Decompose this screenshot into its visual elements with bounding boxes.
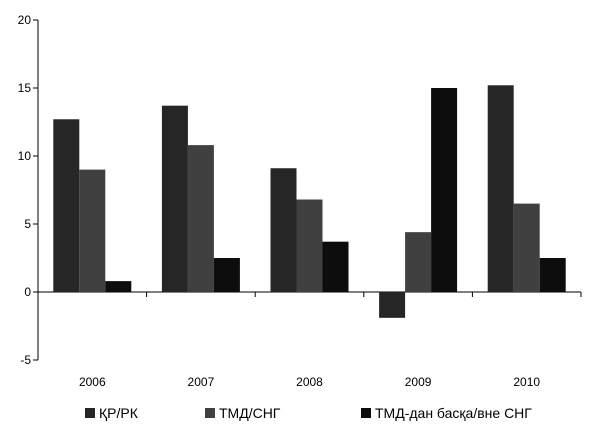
bar-2007-series-1 (162, 106, 188, 292)
bar-2010-series-2 (514, 204, 540, 292)
bar-2007-series-3 (214, 258, 240, 292)
legend-swatch (205, 408, 215, 418)
y-tick-labels: -5 0 5 10 15 20 (18, 13, 32, 367)
bar-2006-series-1 (53, 119, 79, 292)
bars (53, 85, 565, 318)
bar-2009-series-3 (431, 88, 457, 292)
bar-2009-series-1 (379, 292, 405, 318)
y-tick-label: -5 (20, 353, 31, 367)
legend: ҚР/РК ТМД/СНГ ТМД-дан басқа/вне СНГ (85, 405, 532, 421)
legend-label: ҚР/РК (99, 405, 139, 421)
bar-2008-series-1 (271, 168, 297, 292)
x-tick-label: 2007 (188, 375, 215, 389)
x-tick-label: 2010 (513, 375, 540, 389)
y-tick-label: 20 (18, 13, 32, 27)
bar-2009-series-2 (405, 232, 431, 292)
y-tick-label: 5 (24, 217, 31, 231)
legend-swatch (85, 408, 95, 418)
bar-2007-series-2 (188, 145, 214, 292)
legend-label: ТМД/СНГ (219, 405, 281, 421)
bar-2010-series-1 (488, 85, 514, 292)
x-tick-label: 2008 (296, 375, 323, 389)
y-tick-label: 0 (24, 285, 31, 299)
legend-swatch (361, 408, 371, 418)
bar-2008-series-2 (297, 200, 323, 292)
bar-2010-series-3 (540, 258, 566, 292)
x-tick-labels: 2006 2007 2008 2009 2010 (79, 375, 540, 389)
bar-2008-series-3 (323, 242, 349, 292)
x-tick-label: 2009 (405, 375, 432, 389)
bar-2006-series-2 (79, 170, 105, 292)
legend-label: ТМД-дан басқа/вне СНГ (375, 405, 532, 421)
x-tick-label: 2006 (79, 375, 106, 389)
y-tick-label: 15 (18, 81, 32, 95)
y-tick-label: 10 (18, 149, 32, 163)
bar-2006-series-3 (105, 281, 131, 292)
